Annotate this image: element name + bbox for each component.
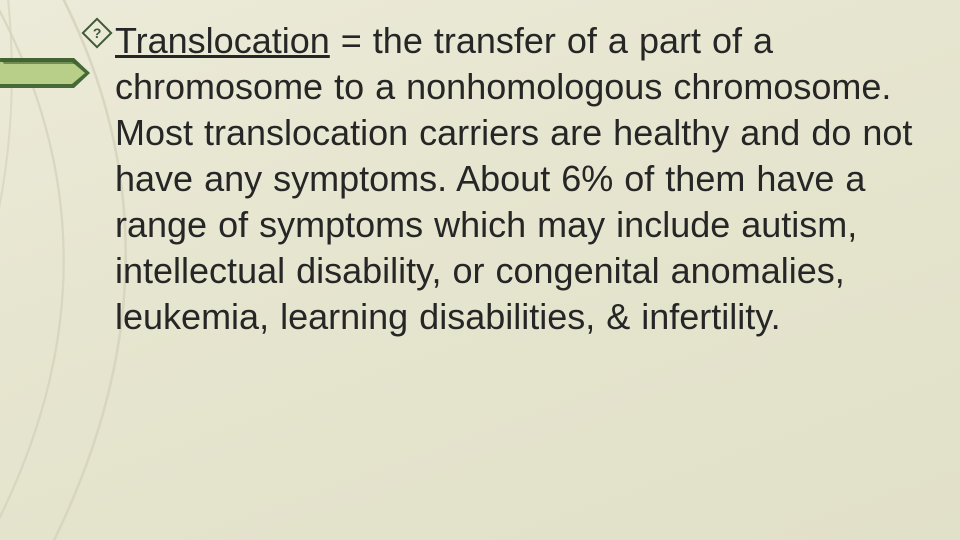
definition-term: Translocation bbox=[115, 20, 330, 61]
slide-container: ? Translocation = the transfer of a part… bbox=[0, 0, 960, 540]
definition-paragraph: Translocation = the transfer of a part o… bbox=[115, 18, 918, 341]
slide-body: Translocation = the transfer of a part o… bbox=[115, 18, 930, 341]
diamond-bullet-icon: ? bbox=[81, 17, 112, 48]
chevron-accent-icon bbox=[0, 58, 90, 88]
definition-text: = the transfer of a part of a chromosome… bbox=[115, 20, 912, 337]
